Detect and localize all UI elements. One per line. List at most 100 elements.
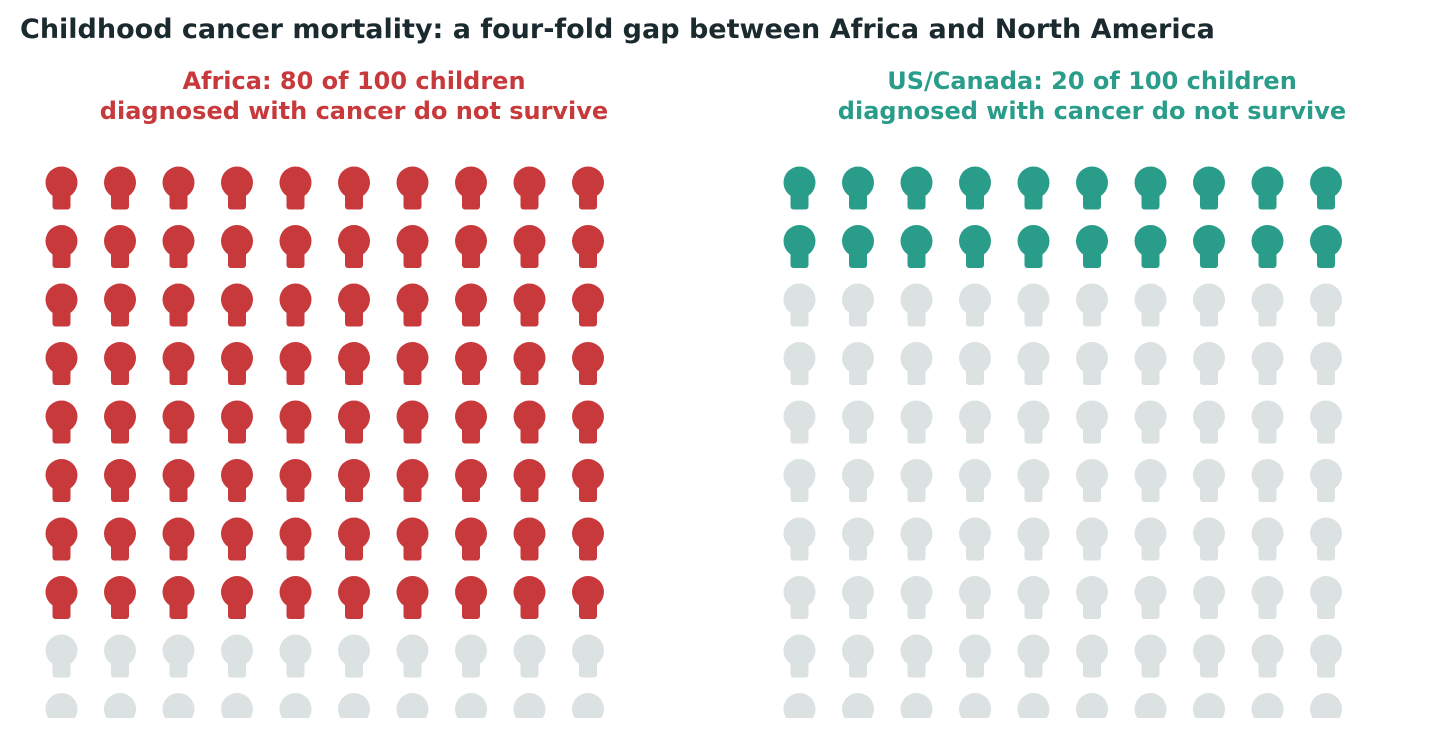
person-body (520, 656, 539, 678)
person-body (1141, 247, 1160, 268)
africa-icon-78-not-surviving (455, 576, 487, 619)
person-body (1083, 422, 1101, 444)
person-body (403, 539, 422, 561)
person-body (286, 305, 305, 327)
africa-panel-title: Africa: 80 of 100 children diagnosed wit… (34, 66, 674, 126)
person-body (403, 364, 422, 385)
person-head (221, 693, 253, 718)
person-body (1083, 188, 1101, 210)
person-body (1141, 305, 1160, 327)
person-body (790, 715, 809, 718)
africa-icon-54-not-surviving (221, 459, 253, 502)
person-body (111, 656, 129, 678)
person-body (462, 598, 480, 619)
us-canada-icon-13-not-surviving (900, 225, 933, 268)
person-body (849, 598, 867, 619)
us-canada-icon-85-surviving (1017, 634, 1050, 678)
person-body (907, 598, 926, 619)
africa-icon-97-surviving (396, 693, 429, 718)
us-canada-icon-96-surviving (1076, 693, 1108, 718)
us-canada-icon-38-surviving (1193, 342, 1225, 385)
us-canada-icon-49-surviving (1251, 400, 1284, 444)
us-canada-icon-40-surviving (1310, 342, 1342, 385)
africa-icon-47-not-surviving (396, 400, 429, 444)
person-body (520, 422, 539, 444)
us-canada-icon-43-surviving (900, 400, 933, 444)
us-canada-icon-4-not-surviving (959, 166, 991, 210)
us-canada-icon-34-surviving (959, 342, 991, 385)
person-body (790, 247, 809, 268)
person-head (45, 693, 78, 718)
person-body (403, 422, 422, 444)
africa-icon-73-not-surviving (162, 576, 195, 619)
person-body (169, 715, 188, 718)
africa-icon-12-not-surviving (104, 225, 136, 268)
africa-icon-37-not-surviving (396, 342, 429, 385)
person-body (907, 481, 926, 502)
person-body (966, 481, 984, 502)
us-canada-icon-39-surviving (1251, 342, 1284, 385)
person-body (1200, 598, 1218, 619)
person-body (52, 715, 71, 718)
person-body (403, 656, 422, 678)
person-head (279, 693, 312, 718)
africa-icon-61-not-surviving (45, 517, 78, 561)
africa-icon-19-not-surviving (513, 225, 546, 268)
person-body (111, 364, 129, 385)
africa-icon-45-not-surviving (279, 400, 312, 444)
person-body (966, 422, 984, 444)
person-body (345, 715, 363, 718)
person-body (1258, 481, 1277, 502)
person-body (579, 481, 597, 502)
person-body (1317, 656, 1335, 678)
person-body (286, 715, 305, 718)
us-canada-icon-45-surviving (1017, 400, 1050, 444)
africa-icon-91-surviving (45, 693, 78, 718)
person-body (1141, 539, 1160, 561)
africa-icon-94-surviving (221, 693, 253, 718)
person-body (52, 247, 71, 268)
person-body (907, 715, 926, 718)
africa-icon-46-not-surviving (338, 400, 370, 444)
africa-icon-69-not-surviving (513, 517, 546, 561)
us-canada-icon-99-surviving (1251, 693, 1284, 718)
person-body (1024, 247, 1043, 268)
person-body (462, 481, 480, 502)
person-body (907, 188, 926, 210)
us-canada-icon-95-surviving (1017, 693, 1050, 718)
person-body (907, 364, 926, 385)
person-body (1200, 364, 1218, 385)
africa-icon-68-not-surviving (455, 517, 487, 561)
person-body (1317, 422, 1335, 444)
us-canada-icon-25-surviving (1017, 283, 1050, 327)
person-body (1200, 305, 1218, 327)
person-body (462, 715, 480, 718)
africa-icon-10-not-surviving (572, 166, 604, 210)
person-body (462, 247, 480, 268)
africa-icon-51-not-surviving (45, 459, 78, 502)
person-body (111, 539, 129, 561)
africa-icon-33-not-surviving (162, 342, 195, 385)
person-body (907, 539, 926, 561)
us-canada-icon-17-not-surviving (1134, 225, 1167, 268)
person-head (455, 693, 487, 718)
us-canada-icon-91-surviving (783, 693, 816, 718)
us-canada-icon-98-surviving (1193, 693, 1225, 718)
africa-icon-25-not-surviving (279, 283, 312, 327)
person-head (900, 693, 933, 718)
person-head (1134, 693, 1167, 718)
person-body (52, 422, 71, 444)
us-canada-icon-11-not-surviving (783, 225, 816, 268)
person-body (345, 598, 363, 619)
person-body (966, 656, 984, 678)
us-canada-icon-76-surviving (1076, 576, 1108, 619)
africa-icon-83-surviving (162, 634, 195, 678)
us-canada-icon-65-surviving (1017, 517, 1050, 561)
person-body (520, 539, 539, 561)
person-body (462, 188, 480, 210)
us-canada-icon-81-surviving (783, 634, 816, 678)
person-body (520, 481, 539, 502)
africa-icon-74-not-surviving (221, 576, 253, 619)
person-body (579, 188, 597, 210)
person-body (966, 364, 984, 385)
